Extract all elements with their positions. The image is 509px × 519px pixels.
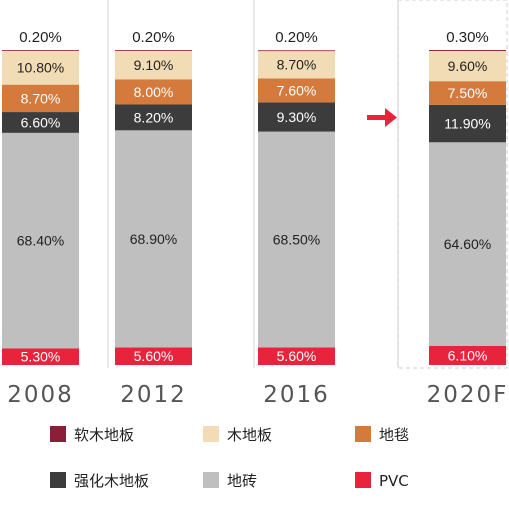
x-axis: 2008 2012 2016 2020F xyxy=(7,382,509,408)
forecast-panel-outline xyxy=(397,0,508,369)
data-label-pvc-2008: 5.30% xyxy=(21,349,61,365)
data-label-地毯-2020f: 7.50% xyxy=(448,85,488,101)
data-label-地毯-2008: 8.70% xyxy=(21,90,61,106)
legend-swatch xyxy=(355,472,371,488)
bar-segment-地砖-2012 xyxy=(115,130,192,348)
legend-item-木地板: 木地板 xyxy=(203,426,272,444)
data-label-木地板-2012: 9.10% xyxy=(134,57,174,73)
legend-label: PVC xyxy=(379,472,409,490)
legend-item-地砖: 地砖 xyxy=(203,472,257,490)
bar-stack-2008: 5.30% 68.40% 6.60% 8.70% 10.80% 0.20% xyxy=(2,29,79,365)
data-label-强化木地板-2016: 9.30% xyxy=(277,109,317,125)
x-tick-label-2012: 2012 xyxy=(120,382,187,408)
legend-swatch xyxy=(203,426,219,442)
data-label-地毯-2012: 8.00% xyxy=(134,84,174,100)
data-label-软木地板-2008: 0.20% xyxy=(19,29,62,46)
legend-label: 强化木地板 xyxy=(74,472,149,490)
bar-segment-强化木地板-2016 xyxy=(258,102,335,132)
bar-segment-地毯-2008 xyxy=(2,84,79,113)
chart-panels xyxy=(107,0,508,369)
data-label-强化木地板-2008: 6.60% xyxy=(21,114,61,130)
bar-segment-软木地板-2016 xyxy=(258,50,335,52)
bar-segment-地砖-2008 xyxy=(2,132,79,349)
bar-stack-2020f: 6.10% 64.60% 11.90% 7.50% 9.60% 0.30% xyxy=(429,29,506,365)
bar-segment-木地板-2020f xyxy=(429,50,506,82)
data-label-软木地板-2020f: 0.30% xyxy=(446,29,489,46)
bar-segment-pvc-2012 xyxy=(115,347,192,365)
bar-stack-2016: 5.60% 68.50% 9.30% 7.60% 8.70% 0.20% xyxy=(258,29,335,365)
data-label-地砖-2016: 68.50% xyxy=(273,231,320,247)
legend-label: 软木地板 xyxy=(74,426,134,444)
data-label-地毯-2016: 7.60% xyxy=(277,82,317,98)
bar-segment-地毯-2016 xyxy=(258,78,335,103)
legend-item-强化木地板: 强化木地板 xyxy=(50,472,149,490)
x-tick-label-2008: 2008 xyxy=(7,382,74,408)
bar-stack-2012: 5.60% 68.90% 8.20% 8.00% 9.10% 0.20% xyxy=(115,29,192,365)
legend-label: 地砖 xyxy=(227,472,257,490)
bar-segment-木地板-2012 xyxy=(115,50,192,80)
legend-swatch xyxy=(50,472,66,488)
bar-segment-地毯-2020f xyxy=(429,81,506,105)
x-tick-label-2016: 2016 xyxy=(263,382,330,408)
data-label-木地板-2008: 10.80% xyxy=(17,60,64,76)
x-tick-label-2020f: 2020F xyxy=(427,382,509,408)
data-label-pvc-2016: 5.60% xyxy=(277,348,317,364)
data-label-地砖-2012: 68.90% xyxy=(130,231,177,247)
bar-segment-pvc-2008 xyxy=(2,348,79,365)
data-label-pvc-2020f: 6.10% xyxy=(448,347,488,363)
data-label-软木地板-2012: 0.20% xyxy=(132,29,175,46)
legend-item-软木地板: 软木地板 xyxy=(50,426,134,444)
legend-swatch xyxy=(203,472,219,488)
bar-segment-强化木地板-2020f xyxy=(429,104,506,143)
bar-segment-软木地板-2012 xyxy=(115,50,192,51)
bar-segment-pvc-2016 xyxy=(258,347,335,365)
bar-segment-地砖-2016 xyxy=(258,131,335,348)
data-label-地砖-2008: 68.40% xyxy=(17,233,64,249)
bar-segment-木地板-2016 xyxy=(258,50,335,79)
data-label-pvc-2012: 5.60% xyxy=(134,348,174,364)
bar-segment-软木地板-2008 xyxy=(2,50,79,51)
legend-swatch xyxy=(50,426,66,442)
legend-swatch xyxy=(355,426,371,442)
chart-annotations xyxy=(367,108,397,127)
legend-label: 木地板 xyxy=(227,426,272,444)
data-label-软木地板-2016: 0.20% xyxy=(275,29,318,46)
bar-segment-地砖-2020f xyxy=(429,142,506,346)
data-label-地砖-2020f: 64.60% xyxy=(444,236,491,252)
bar-segment-软木地板-2020f xyxy=(429,50,506,51)
data-label-木地板-2020f: 9.60% xyxy=(448,58,488,74)
bar-segment-强化木地板-2008 xyxy=(2,112,79,133)
data-label-强化木地板-2012: 8.20% xyxy=(134,109,174,125)
trend-arrow-icon xyxy=(367,108,397,127)
bar-segment-木地板-2008 xyxy=(2,50,79,85)
legend-item-pvc: PVC xyxy=(355,472,409,490)
bar-segment-地毯-2012 xyxy=(115,79,192,105)
data-label-强化木地板-2020f: 11.90% xyxy=(444,116,490,132)
bar-segment-强化木地板-2012 xyxy=(115,104,192,131)
chart-bars: 5.30% 68.40% 6.60% 8.70% 10.80% 0.20% 5.60% 68.… xyxy=(2,29,506,365)
legend-item-地毯: 地毯 xyxy=(355,426,409,444)
bar-segment-pvc-2020f xyxy=(429,345,506,365)
legend-label: 地毯 xyxy=(379,426,409,444)
data-label-木地板-2016: 8.70% xyxy=(277,57,317,73)
